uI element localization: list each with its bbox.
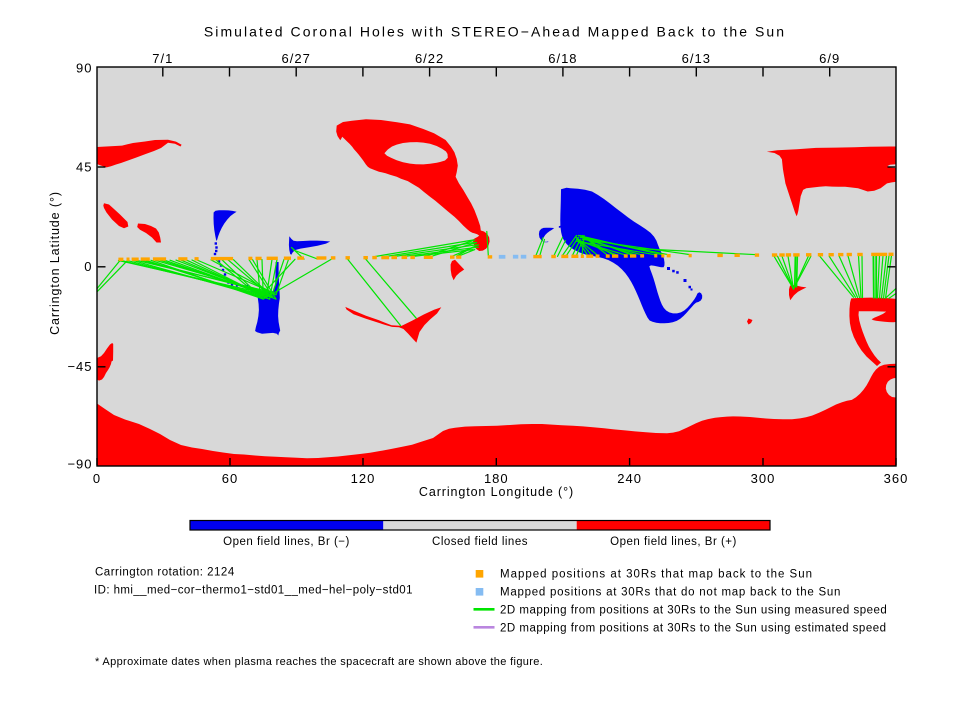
- svg-text:* Approximate dates when plasm: * Approximate dates when plasma reaches …: [95, 656, 543, 668]
- svg-text:ID: hmi__med−cor−thermo1−std01: ID: hmi__med−cor−thermo1−std01__med−hel−…: [94, 585, 413, 597]
- svg-text:6/18: 6/18: [548, 51, 577, 66]
- svg-text:Closed field lines: Closed field lines: [432, 536, 528, 548]
- svg-text:60: 60: [222, 471, 238, 486]
- svg-text:2D mapping from positions at 3: 2D mapping from positions at 30Rs to the…: [500, 605, 887, 617]
- svg-text:Simulated Coronal Holes with S: Simulated Coronal Holes with STEREO−Ahea…: [204, 24, 786, 40]
- svg-text:6/13: 6/13: [682, 51, 711, 66]
- svg-text:180: 180: [484, 471, 509, 486]
- svg-text:0: 0: [84, 259, 92, 274]
- svg-text:360: 360: [884, 471, 909, 486]
- svg-text:240: 240: [617, 471, 642, 486]
- svg-text:2D mapping from positions at 3: 2D mapping from positions at 30Rs to the…: [500, 623, 887, 635]
- svg-text:7/1: 7/1: [152, 51, 173, 66]
- svg-text:45: 45: [76, 160, 92, 175]
- svg-text:6/9: 6/9: [819, 51, 840, 66]
- svg-text:6/27: 6/27: [282, 51, 311, 66]
- svg-text:−90: −90: [67, 456, 92, 471]
- svg-text:Carrington rotation: 2124: Carrington rotation: 2124: [95, 567, 235, 579]
- svg-text:Open field lines, Br (+): Open field lines, Br (+): [610, 536, 737, 548]
- svg-text:Carrington Longitude (°): Carrington Longitude (°): [419, 485, 574, 499]
- svg-text:300: 300: [751, 471, 776, 486]
- svg-text:−45: −45: [67, 359, 92, 374]
- svg-text:Open field lines, Br (−): Open field lines, Br (−): [223, 536, 350, 548]
- svg-text:Mapped positions at 30Rs that: Mapped positions at 30Rs that map back t…: [500, 569, 813, 581]
- svg-text:120: 120: [351, 471, 376, 486]
- svg-text:90: 90: [76, 60, 92, 75]
- svg-text:Carrington Latitude (°): Carrington Latitude (°): [48, 191, 62, 335]
- svg-text:6/22: 6/22: [415, 51, 444, 66]
- svg-text:0: 0: [93, 471, 101, 486]
- svg-text:Mapped positions at 30Rs that: Mapped positions at 30Rs that do not map…: [500, 587, 841, 599]
